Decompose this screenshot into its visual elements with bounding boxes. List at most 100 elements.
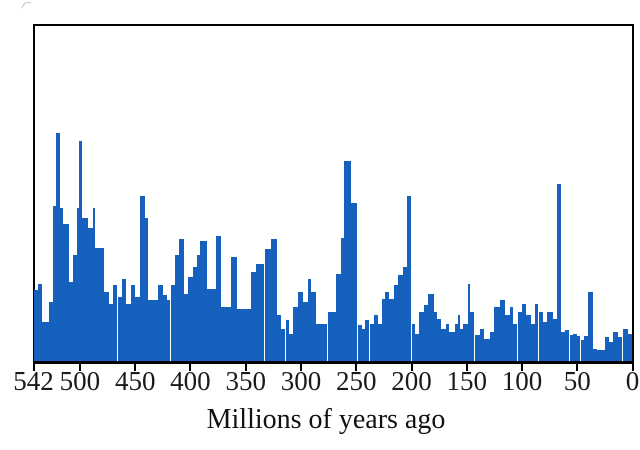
extinction-bar [53, 206, 56, 361]
extinction-bar [419, 311, 424, 361]
x-tick [410, 364, 413, 371]
extinction-bar [148, 299, 159, 361]
extinction-bar [207, 288, 216, 361]
extinction-bar [393, 284, 399, 361]
extinction-bar [572, 333, 578, 361]
extinction-bar [428, 293, 434, 361]
extinction-bar [303, 301, 308, 361]
extinction-bar [436, 318, 442, 361]
extinction-bar [251, 271, 256, 361]
x-tick-label: 150 [446, 366, 487, 396]
extinction-bar [104, 291, 109, 361]
extinction-bar [509, 306, 514, 361]
extinction-bar [373, 314, 379, 361]
extinction-bar [470, 311, 475, 361]
extinction-bar [557, 183, 561, 361]
extinction-bar [192, 266, 197, 361]
x-tick [32, 364, 35, 371]
extinction-bar [609, 341, 613, 361]
extinction-bar [454, 323, 458, 361]
x-tick [631, 364, 634, 371]
extinction-bar [297, 291, 304, 361]
extinction-bar [307, 278, 311, 361]
extinction-bar [463, 323, 468, 361]
x-tick-label: 0 [625, 366, 640, 396]
extinction-bar [474, 334, 480, 361]
extinction-bar [113, 284, 118, 361]
x-tick [300, 364, 302, 371]
extinction-bar [87, 228, 94, 361]
extinction-bar [535, 303, 539, 361]
extinction-bar [281, 328, 286, 361]
extinction-bar [547, 311, 553, 361]
extinction-bar [588, 291, 593, 361]
extinction-bar [597, 349, 605, 361]
extinction-bar [358, 324, 362, 361]
extinction-bar [78, 140, 83, 361]
extinction-bar [414, 333, 420, 361]
extinction-bar [288, 333, 294, 361]
extinction-bar [580, 339, 584, 361]
extinction-bar [560, 331, 566, 361]
extinction-bar [316, 323, 328, 361]
extinction-bar [231, 256, 237, 361]
extinction-bar [162, 294, 168, 361]
extinction-bar [55, 132, 60, 361]
x-tick-label: 500 [59, 366, 101, 396]
x-tick [189, 364, 192, 371]
extinction-bar [513, 323, 518, 361]
extinction-bar [499, 299, 506, 361]
extinction-bar [526, 314, 531, 361]
x-tick-label: 50 [563, 366, 591, 396]
extinction-bar [49, 301, 54, 361]
x-tick [355, 364, 358, 371]
extinction-bar [33, 289, 38, 361]
extinction-bar [236, 308, 252, 361]
extinction-bar [158, 284, 163, 361]
extinction-bar [221, 306, 232, 361]
x-tick-label: 100 [501, 366, 543, 396]
extinction-bar [484, 338, 490, 361]
x-tick-label: 400 [170, 366, 211, 396]
extinction-bar [569, 334, 573, 361]
extinction-bar [135, 296, 140, 361]
extinction-bar [37, 283, 43, 361]
extinction-bar [411, 323, 415, 361]
extinction-bar [423, 304, 428, 361]
extinction-bar [628, 333, 633, 361]
extinction-bar [402, 266, 407, 361]
extinction-bar [433, 311, 437, 361]
extinction-bar [592, 348, 598, 361]
extinction-bar [489, 331, 495, 361]
extinction-bar [407, 196, 412, 361]
extinction-bar [445, 323, 449, 361]
extinction-bar [310, 291, 317, 361]
extinction-bar [336, 273, 341, 361]
extinction-bar [276, 314, 281, 361]
extinction-bar [285, 319, 289, 361]
extinction-bar [460, 328, 464, 361]
extinction-bar [344, 160, 351, 361]
extinction-bar [618, 336, 623, 361]
extinction-bar [293, 306, 298, 361]
extinction-bar [480, 328, 485, 361]
extinction-bar [552, 318, 558, 361]
extinction-bar [126, 303, 131, 361]
extinction-bar [457, 314, 461, 361]
extinction-bar [522, 303, 527, 361]
extinction-bar [543, 321, 548, 361]
x-tick-label: 542 [13, 366, 54, 396]
extinction-bar [494, 306, 500, 361]
extinction-bar [200, 241, 207, 361]
extinction-bar [398, 274, 403, 361]
extinction-bar [170, 284, 175, 361]
x-tick [134, 364, 137, 371]
extinction-bar [108, 303, 114, 361]
extinction-bar [369, 323, 374, 361]
x-tick [576, 364, 579, 371]
extinction-bar [121, 278, 127, 361]
extinction-bar [117, 296, 122, 361]
extinction-bar [384, 292, 390, 361]
extinction-bar [167, 299, 171, 361]
